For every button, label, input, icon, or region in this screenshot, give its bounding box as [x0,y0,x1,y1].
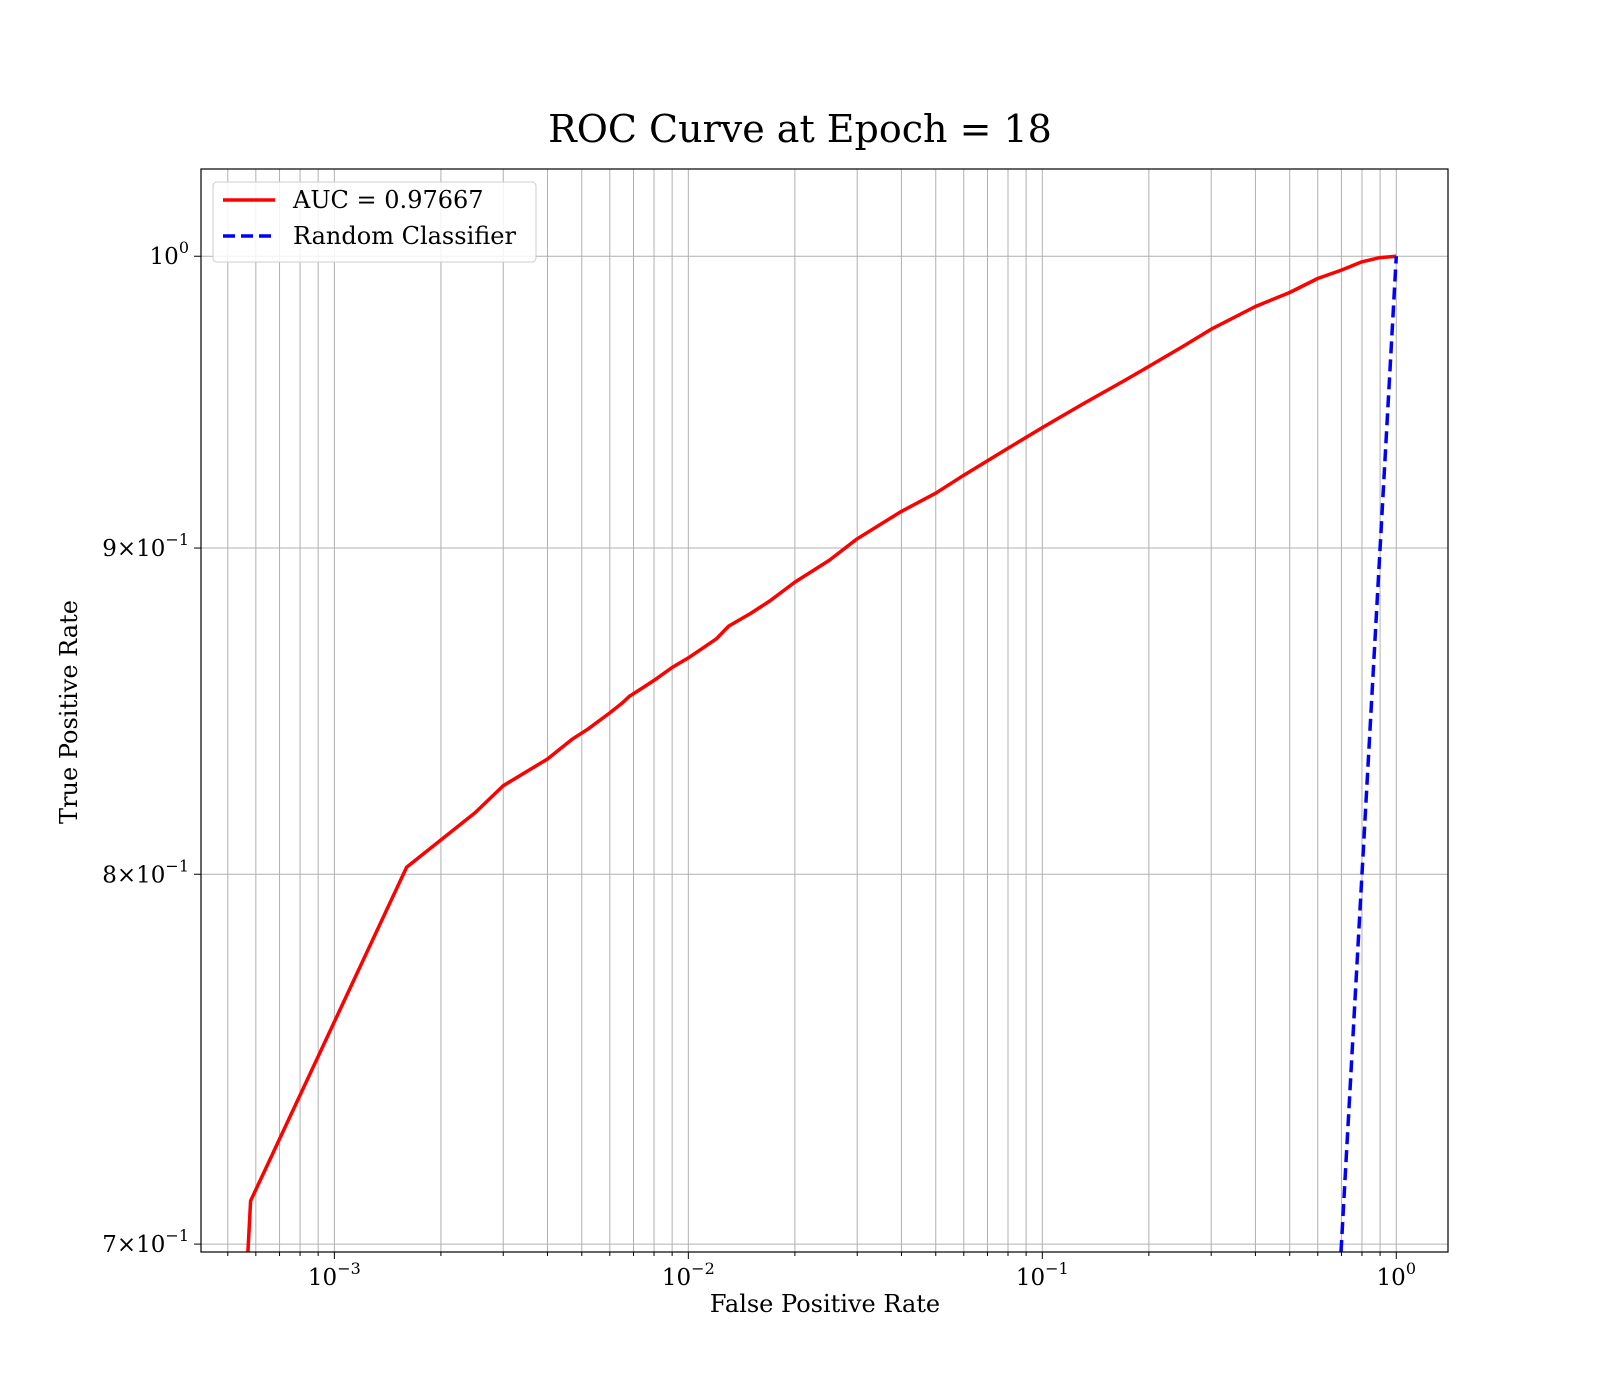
y-tick-label: 8×10−1 [102,856,189,888]
y-axis-label: True Positive Rate [55,600,83,824]
x-tick-label: 100 [1377,1259,1416,1291]
y-tick-label: 100 [150,238,189,270]
x-tick-label: 10−3 [308,1259,361,1291]
legend-label-2: Random Classifier [293,222,516,250]
legend-box [212,181,537,263]
x-tick-label: 10−1 [1016,1259,1069,1291]
y-tick-label: 7×10−1 [102,1226,189,1258]
legend: AUC = 0.97667 Random Classifier [212,181,537,263]
y-tick-label: 9×10−1 [102,530,189,562]
chart-title: ROC Curve at Epoch = 18 [548,107,1052,151]
x-tick-label: 10−2 [662,1259,715,1291]
legend-label-1: AUC = 0.97667 [292,186,484,214]
plot-frame [200,168,1449,1253]
series-layer [246,254,1399,1252]
x-axis-label: False Positive Rate [710,1290,940,1318]
grid-lines [201,169,1448,1252]
series-line-2 [1339,256,1399,1252]
series-line-1 [246,254,1397,1252]
tick-layer: 7×10−1 8×10−1 9×10−1 100 10−3 10−2 10−1 100 [102,238,1416,1291]
